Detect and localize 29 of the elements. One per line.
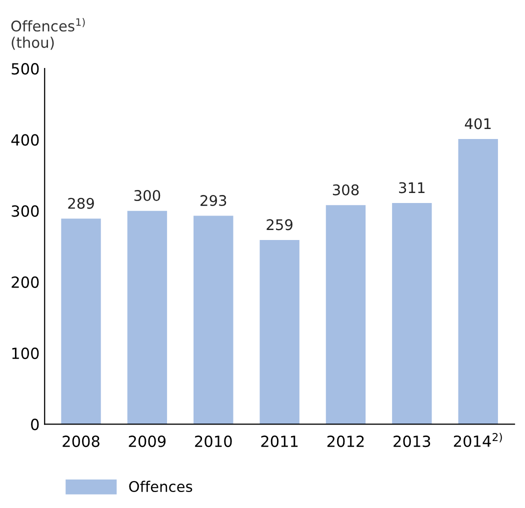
- bar: [458, 138, 498, 424]
- data-label: 401: [464, 118, 491, 130]
- data-label: 311: [399, 182, 424, 194]
- bar: [61, 218, 101, 424]
- bar: [392, 202, 432, 424]
- data-label: 300: [134, 190, 160, 202]
- x-tick-label: 2009: [128, 436, 166, 448]
- text: Offences$^{1)}$ (thou): [11, 18, 85, 50]
- y-tick-label: 200: [12, 276, 39, 288]
- x-tick-label: 2013: [394, 436, 430, 448]
- bar: [127, 210, 168, 424]
- data-label: 308: [332, 184, 359, 196]
- x-tick-label: 2014$^{2)}$: [454, 432, 502, 448]
- x-tick-label: 2008: [62, 436, 100, 448]
- x-tick-label: 2011: [261, 436, 298, 448]
- bar: [260, 240, 300, 424]
- x-tick-label: 2012: [327, 436, 364, 448]
- legend-label: Offences: [129, 480, 192, 492]
- bar: [326, 205, 366, 424]
- y-tick-label: 300: [12, 205, 39, 217]
- y-tick-label: 400: [11, 134, 39, 146]
- data-label: 259: [266, 219, 292, 230]
- data-label: 293: [200, 195, 226, 206]
- data-label: 289: [68, 198, 94, 209]
- y-tick-label: 0: [31, 418, 39, 430]
- y-tick-label: 500: [12, 63, 39, 75]
- x-tick-label: 2010: [195, 436, 232, 448]
- y-tick-label: 100: [12, 348, 39, 360]
- bar: [194, 216, 234, 424]
